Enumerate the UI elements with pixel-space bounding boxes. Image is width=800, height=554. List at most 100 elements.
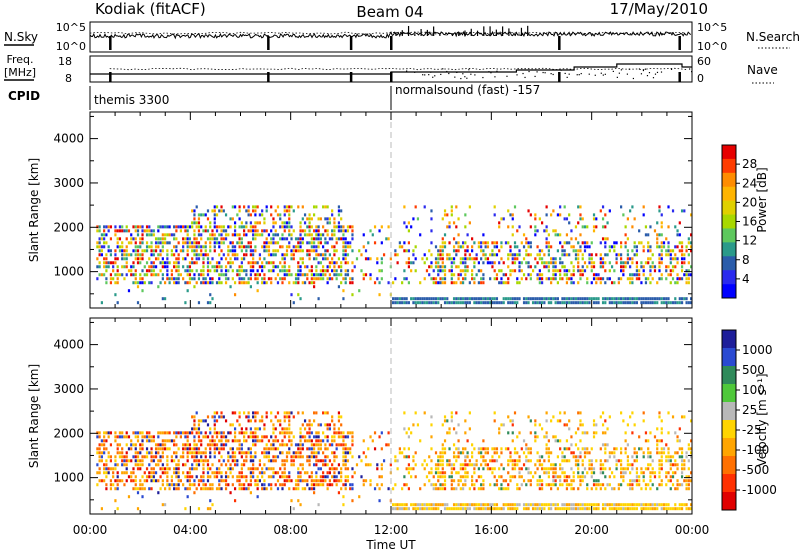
velocity-point: [527, 507, 530, 511]
power-point: [204, 277, 207, 281]
velocity-point: [529, 447, 532, 451]
velocity-point: [308, 475, 311, 479]
power-point: [599, 209, 602, 213]
power-point: [407, 221, 411, 225]
power-point: [123, 265, 126, 269]
velocity-point: [154, 447, 158, 451]
power-point: [534, 229, 537, 233]
power-point: [446, 301, 449, 305]
power-point: [315, 277, 318, 281]
power-point: [477, 281, 480, 285]
power-point: [344, 277, 347, 281]
power-point: [554, 277, 557, 281]
power-point: [540, 221, 544, 225]
power-point: [256, 233, 259, 237]
velocity-point: [139, 451, 142, 455]
velocity-point: [613, 447, 616, 451]
velocity-point: [292, 455, 295, 459]
velocity-point: [342, 503, 345, 507]
power-point: [635, 273, 639, 277]
power-point: [283, 265, 286, 269]
power-point: [540, 301, 544, 305]
power-point: [220, 225, 223, 229]
power-point: [186, 229, 189, 233]
power-point: [579, 269, 582, 273]
velocity-point: [529, 451, 532, 455]
power-point: [507, 209, 510, 213]
velocity-point: [245, 415, 248, 419]
power-point: [326, 269, 329, 273]
velocity-point: [175, 435, 178, 439]
power-point: [204, 213, 207, 217]
power-point: [306, 277, 309, 281]
power-point: [96, 257, 99, 261]
velocity-point: [263, 435, 266, 439]
power-point: [143, 273, 146, 277]
power-point: [441, 249, 444, 253]
velocity-point: [254, 411, 257, 415]
power-point: [166, 253, 169, 257]
velocity-point: [103, 435, 106, 439]
velocity-point: [416, 507, 420, 511]
velocity-point: [556, 439, 560, 443]
velocity-point: [245, 439, 248, 443]
velocity-point: [455, 455, 458, 459]
velocity-point: [491, 507, 494, 511]
power-point: [536, 261, 539, 265]
velocity-point: [678, 439, 681, 443]
velocity-point: [292, 435, 295, 439]
velocity-point: [116, 435, 119, 439]
cpid-row: CPID themis 3300 normalsound (fast) -157: [8, 83, 540, 110]
velocity-point: [220, 463, 223, 467]
power-point: [513, 253, 517, 257]
power-point: [145, 245, 149, 249]
velocity-point: [552, 483, 555, 487]
power-point: [114, 225, 117, 229]
velocity-point: [213, 427, 216, 431]
velocity-point: [191, 483, 194, 487]
power-point: [443, 209, 447, 213]
power-point: [195, 245, 198, 249]
power-point: [608, 261, 611, 265]
velocity-point: [175, 483, 178, 487]
power-point: [240, 241, 243, 245]
velocity-point: [333, 451, 336, 455]
velocity-point: [687, 447, 690, 451]
power-point: [197, 225, 201, 229]
velocity-point: [209, 451, 212, 455]
velocity-point: [401, 507, 404, 511]
velocity-point: [601, 503, 605, 507]
power-point: [132, 225, 135, 229]
power-point: [624, 241, 627, 245]
power-point: [656, 301, 659, 305]
velocity-point: [261, 467, 264, 471]
velocity-point: [218, 439, 221, 443]
velocity-point: [193, 459, 196, 463]
power-point: [480, 297, 483, 301]
nsky-trace: [89, 25, 692, 50]
velocity-point: [601, 431, 605, 435]
velocity-point: [331, 451, 334, 455]
power-point: [331, 277, 334, 281]
power-point: [680, 277, 684, 281]
power-point: [588, 253, 591, 257]
power-point: [498, 269, 501, 273]
power-point: [272, 261, 275, 265]
power-point: [685, 269, 688, 273]
power-point: [331, 245, 334, 249]
power-point: [224, 265, 228, 269]
power-point: [581, 301, 584, 305]
power-point: [301, 257, 304, 261]
velocity-point: [565, 423, 569, 427]
velocity-point: [511, 475, 514, 479]
power-point: [308, 233, 311, 237]
power-point: [486, 245, 490, 249]
velocity-point: [319, 439, 322, 443]
velocity-point: [130, 479, 133, 483]
velocity-point: [475, 459, 478, 463]
velocity-point: [306, 483, 309, 487]
power-point: [437, 257, 440, 261]
power-point: [461, 245, 465, 249]
power-point: [301, 281, 304, 285]
